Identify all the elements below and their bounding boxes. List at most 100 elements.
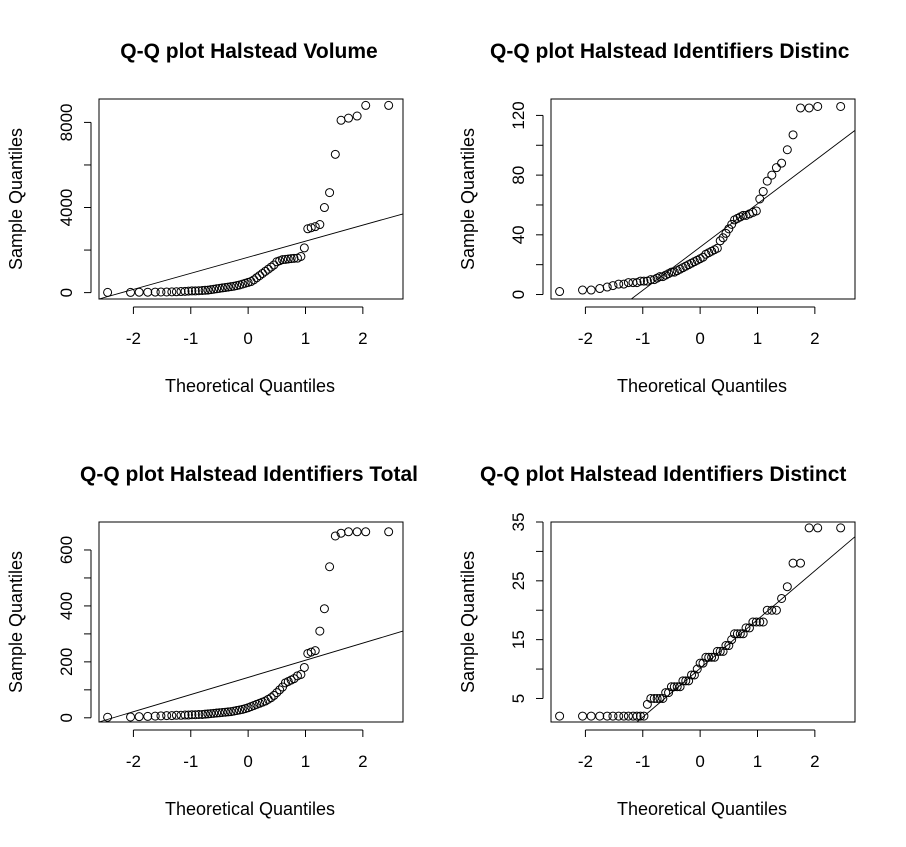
qq-point xyxy=(782,582,792,592)
qq-point xyxy=(595,711,605,721)
qq-point xyxy=(162,711,172,721)
qq-point xyxy=(724,224,734,234)
qq-point xyxy=(782,145,792,155)
x-tick-label: 0 xyxy=(243,752,252,771)
qq-point xyxy=(217,707,227,717)
y-axis-label: Sample Quantiles xyxy=(458,128,478,270)
plot-frame xyxy=(550,521,856,723)
qq-point xyxy=(836,101,846,111)
qq-point xyxy=(266,693,276,703)
qq-point xyxy=(306,647,316,657)
qq-point xyxy=(639,276,649,286)
qq-point xyxy=(718,233,728,243)
qq-point xyxy=(707,652,717,662)
qq-point xyxy=(639,711,649,721)
qq-point xyxy=(310,222,320,232)
qq-point xyxy=(623,278,633,288)
x-tick-label: 0 xyxy=(243,329,252,348)
y-tick-label: 15 xyxy=(509,630,528,649)
qq-point xyxy=(103,712,113,722)
qq-point xyxy=(788,558,798,568)
qq-point xyxy=(727,635,737,645)
x-axis: -2 -1 0 1 2 xyxy=(578,729,820,771)
reference-line xyxy=(631,129,856,300)
x-tick-label: 1 xyxy=(301,752,310,771)
qq-point xyxy=(209,708,219,718)
qq-point xyxy=(180,286,190,296)
qq-point xyxy=(197,285,207,295)
qq-point xyxy=(735,629,745,639)
x-axis: -2 -1 0 1 2 xyxy=(126,306,368,348)
qq-point xyxy=(217,283,227,293)
qq-point xyxy=(732,629,742,639)
y-axis: 5 15 25 35 xyxy=(509,513,544,703)
qq-point xyxy=(286,254,296,264)
qq-point xyxy=(586,285,596,295)
qq-point xyxy=(180,710,190,720)
y-tick-label: 40 xyxy=(509,225,528,244)
y-tick-label: 4000 xyxy=(57,189,76,227)
qq-point xyxy=(194,286,204,296)
qq-point xyxy=(642,699,652,709)
qq-point xyxy=(619,279,629,289)
qq-point xyxy=(319,203,329,213)
qq-point xyxy=(578,711,588,721)
y-tick-label: 25 xyxy=(509,571,528,590)
x-tick-label: -2 xyxy=(578,329,593,348)
qq-point xyxy=(336,115,346,125)
qq-point xyxy=(150,287,160,297)
qq-point xyxy=(555,287,565,297)
qq-point xyxy=(167,711,177,721)
plot-frame xyxy=(550,98,856,300)
qq-point xyxy=(762,176,772,186)
qq-point xyxy=(171,287,181,297)
reference-line xyxy=(98,630,404,723)
y-axis-label: Sample Quantiles xyxy=(458,551,478,693)
qq-point xyxy=(190,286,200,296)
qq-point xyxy=(319,604,329,614)
qq-point xyxy=(669,682,679,692)
qq-point xyxy=(212,284,222,294)
qq-point xyxy=(646,275,656,285)
qq-point xyxy=(701,652,711,662)
qq-point xyxy=(741,623,751,633)
qq-point xyxy=(602,282,612,292)
qq-point xyxy=(203,709,213,719)
x-axis-label: Theoretical Quantiles xyxy=(617,376,787,396)
qq-point xyxy=(684,676,694,686)
qq-point xyxy=(698,252,708,262)
qq-point xyxy=(344,113,354,123)
qq-point xyxy=(176,710,186,720)
qq-point xyxy=(296,251,306,261)
qq-point xyxy=(661,688,671,698)
qq-panel-halstead-identifiers-total: Q-Q plot Halstead Identifiers Total -2 -1… xyxy=(6,463,418,819)
qq-point xyxy=(352,111,362,121)
qq-point xyxy=(361,100,371,110)
qq-point xyxy=(361,527,371,537)
qq-point xyxy=(246,277,256,287)
qq-point xyxy=(595,284,605,294)
qq-point xyxy=(223,282,233,292)
qq-point xyxy=(384,100,394,110)
qq-point xyxy=(730,629,740,639)
qq-point xyxy=(602,711,612,721)
qq-point xyxy=(176,287,186,297)
qq-point xyxy=(249,275,259,285)
data-points xyxy=(103,527,394,722)
qq-point xyxy=(103,287,113,297)
qq-point xyxy=(156,287,166,297)
y-tick-label: 80 xyxy=(509,166,528,185)
qq-point xyxy=(269,260,279,270)
qq-point xyxy=(771,605,781,615)
x-tick-label: 1 xyxy=(753,752,762,771)
qq-point xyxy=(675,682,685,692)
qq-point xyxy=(755,617,765,627)
qq-point xyxy=(804,103,814,113)
qq-point xyxy=(272,688,282,698)
qq-point xyxy=(212,708,222,718)
qq-point xyxy=(269,690,279,700)
qq-point xyxy=(804,523,814,533)
qq-point xyxy=(608,281,618,291)
qq-point xyxy=(813,101,823,111)
